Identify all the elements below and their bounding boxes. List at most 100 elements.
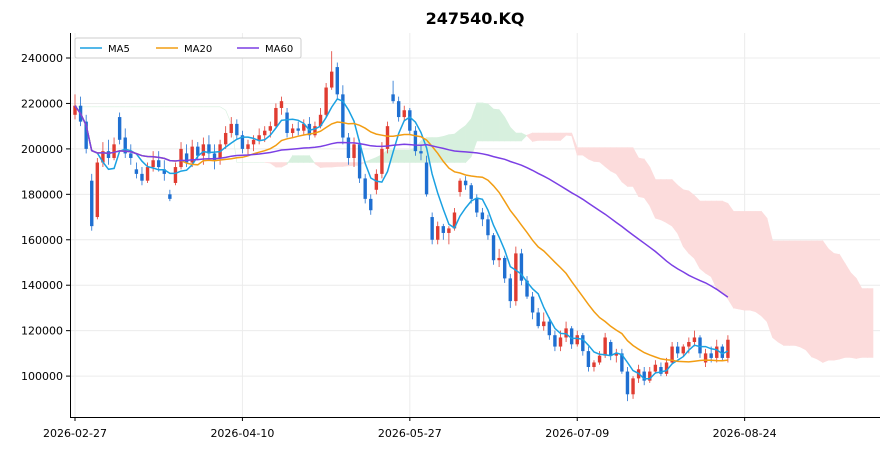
cloud-segment — [554, 132, 561, 141]
cloud-segment — [788, 240, 796, 346]
cloud-segment — [593, 147, 600, 163]
cloud-segment — [721, 200, 729, 300]
candle-body — [313, 126, 317, 136]
cloud-segment — [766, 218, 773, 338]
candle — [514, 246, 518, 306]
candle-body — [129, 153, 133, 158]
candle — [168, 189, 172, 202]
candle — [631, 376, 635, 399]
candle-body — [251, 139, 256, 145]
ma60-line — [74, 105, 729, 298]
cloud-segment — [855, 278, 863, 359]
cloud-segment — [850, 271, 857, 359]
candle-body — [413, 130, 418, 152]
candle-body — [335, 67, 339, 95]
cloud-segment — [521, 132, 528, 142]
candle — [486, 214, 490, 240]
candle — [274, 103, 278, 129]
cloud-segment — [783, 240, 790, 346]
candle-body — [235, 123, 239, 136]
candle-body — [514, 253, 518, 302]
candle-body — [447, 228, 451, 233]
cloud-segment — [548, 132, 556, 141]
candle-body — [352, 144, 356, 158]
candle-body — [190, 146, 194, 163]
candle-body — [380, 148, 384, 174]
candle-body — [424, 162, 429, 195]
candle-body — [659, 367, 663, 374]
candle — [597, 351, 602, 365]
candle — [212, 144, 217, 170]
cloud-segment — [543, 132, 550, 141]
candle — [380, 142, 384, 179]
candle-body — [408, 110, 412, 131]
candle-body — [575, 335, 579, 345]
cloud-segment — [794, 240, 801, 348]
candle — [223, 126, 228, 149]
candle — [369, 194, 373, 215]
cloud-segment — [320, 162, 327, 168]
cloud-segment — [699, 200, 706, 274]
candle — [592, 360, 596, 372]
candle-body — [179, 148, 183, 168]
candle — [129, 144, 133, 165]
y-axis-ticks: 100000 120000 140000 160000 180000 200000 2200… — [21, 52, 70, 383]
cloud-segment — [604, 147, 612, 172]
candle — [491, 232, 496, 265]
candle — [715, 339, 719, 363]
candle — [112, 137, 116, 161]
candle — [285, 107, 289, 138]
candle-body — [285, 112, 289, 133]
candle — [229, 117, 233, 138]
cloud-segment — [325, 162, 333, 168]
cloud-segment — [576, 147, 584, 156]
candle-body — [502, 257, 507, 279]
candle-body — [609, 342, 613, 356]
candle-body — [140, 173, 144, 181]
candle-body — [207, 144, 211, 154]
candle-body — [480, 212, 485, 220]
y-tick-label: 180000 — [21, 188, 63, 201]
cloud-segment — [225, 110, 232, 125]
candle-body — [648, 371, 652, 381]
cloud-segment — [755, 211, 762, 317]
candle-body — [268, 126, 273, 131]
cloud-segment — [309, 154, 316, 165]
cloud-segment — [281, 162, 288, 168]
cloud-segment — [744, 211, 751, 311]
cloud-segment — [286, 154, 293, 166]
cloud-segment — [454, 128, 461, 163]
candle-body — [134, 169, 139, 174]
ma5-line — [74, 97, 729, 380]
chart-title: 247540.KQ — [426, 9, 525, 28]
cloud-segment — [532, 132, 539, 142]
candle-body — [363, 178, 367, 199]
candle-body — [117, 117, 122, 140]
candle — [413, 126, 418, 156]
candle — [508, 273, 512, 308]
candle-body — [112, 144, 116, 158]
x-tick-label: 2026-02-27 — [43, 427, 107, 440]
cloud-segment — [269, 162, 277, 168]
candle — [525, 276, 529, 299]
candle — [391, 80, 395, 104]
candle — [179, 142, 183, 170]
candle-body — [229, 123, 233, 133]
cloud-segment — [482, 102, 489, 142]
candle-body — [491, 235, 496, 261]
candle-body — [692, 337, 697, 343]
candle-body — [553, 335, 557, 347]
cloud-segment — [476, 102, 483, 142]
candle-body — [542, 321, 546, 327]
y-tick-label: 200000 — [21, 143, 63, 156]
cloud-segment — [370, 156, 377, 163]
candle — [542, 312, 546, 331]
candle-body — [157, 160, 161, 168]
cloud-segment — [448, 133, 455, 163]
candle-body — [302, 123, 306, 131]
candle — [497, 248, 501, 268]
candle — [447, 226, 451, 245]
moving-average-lines — [74, 97, 729, 380]
candle — [246, 139, 250, 156]
